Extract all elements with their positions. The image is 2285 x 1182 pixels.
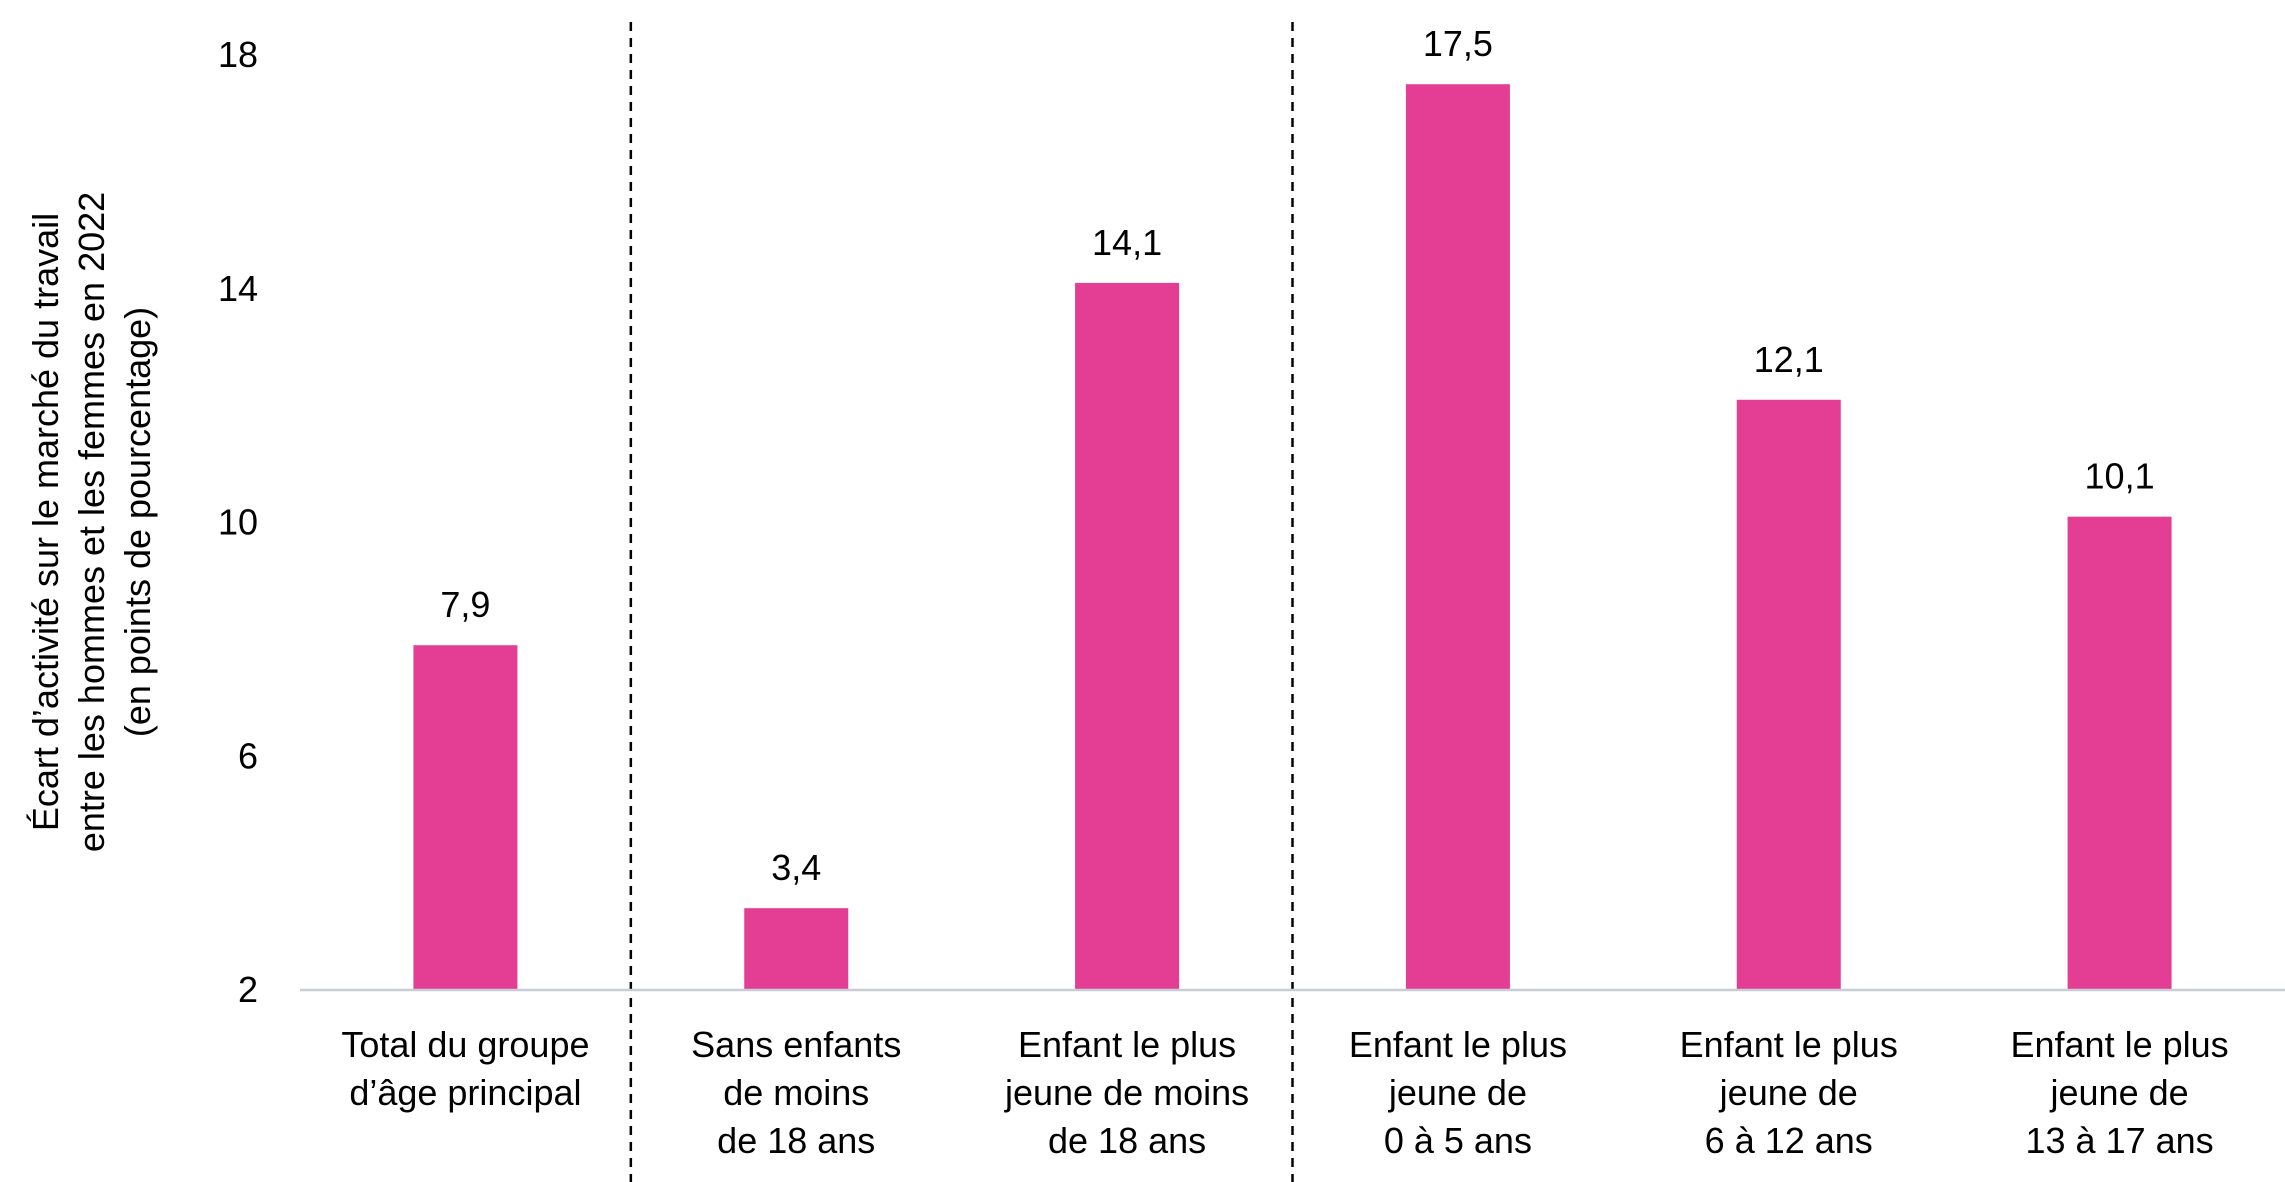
category-label: Enfant le plus	[1018, 1024, 1236, 1065]
data-label: 17,5	[1423, 23, 1493, 64]
y-axis-label-line: entre les hommes et les femmes en 2022	[71, 192, 112, 852]
bar	[744, 908, 849, 990]
y-tick-label: 14	[218, 268, 258, 309]
data-label: 14,1	[1092, 222, 1162, 263]
value-labels: 7,9 3,4 14,1 17,5 12,1 10,1	[440, 23, 2154, 888]
category-labels: Total du groupe d’âge principal Sans enfan…	[341, 1024, 2228, 1161]
bar	[1405, 84, 1510, 990]
data-label: 10,1	[2085, 456, 2155, 497]
y-axis-label: Écart d’activité sur le marché du travai…	[25, 192, 158, 852]
category-label: 6 à 12 ans	[1705, 1120, 1873, 1161]
category-label: Enfant le plus	[2011, 1024, 2229, 1065]
category-label: 13 à 17 ans	[2026, 1120, 2214, 1161]
category-label: jeune de moins	[1004, 1072, 1249, 1113]
category-label: Enfant le plus	[1680, 1024, 1898, 1065]
y-tick-label: 6	[238, 735, 258, 776]
category-label: jeune de	[1388, 1072, 1527, 1113]
bar	[2067, 516, 2172, 990]
category-label: de 18 ans	[717, 1120, 875, 1161]
category-label: 0 à 5 ans	[1384, 1120, 1532, 1161]
category-label: de moins	[723, 1072, 869, 1113]
bar	[1736, 399, 1841, 990]
y-tick-label: 10	[218, 502, 258, 543]
bar	[1075, 282, 1180, 990]
category-label: de 18 ans	[1048, 1120, 1206, 1161]
y-tick-label: 18	[218, 34, 258, 75]
y-tick-label: 2	[238, 969, 258, 1010]
data-label: 12,1	[1754, 339, 1824, 380]
category-label: Sans enfants	[691, 1024, 901, 1065]
data-label: 3,4	[771, 847, 821, 888]
bar	[413, 645, 518, 990]
group-separators	[629, 22, 1294, 1182]
category-label: jeune de	[2050, 1072, 2189, 1113]
category-label: Enfant le plus	[1349, 1024, 1567, 1065]
y-axis-label-line: Écart d’activité sur le marché du travai…	[25, 213, 66, 831]
category-label: Total du groupe	[341, 1024, 589, 1065]
y-axis-ticks: 2 6 10 14 18	[218, 34, 258, 1010]
category-label: d’âge principal	[349, 1072, 581, 1113]
bars	[413, 84, 2172, 990]
y-axis-label-line: (en points de pourcentage)	[117, 307, 158, 737]
data-label: 7,9	[440, 584, 490, 625]
category-label: jeune de	[1719, 1072, 1858, 1113]
